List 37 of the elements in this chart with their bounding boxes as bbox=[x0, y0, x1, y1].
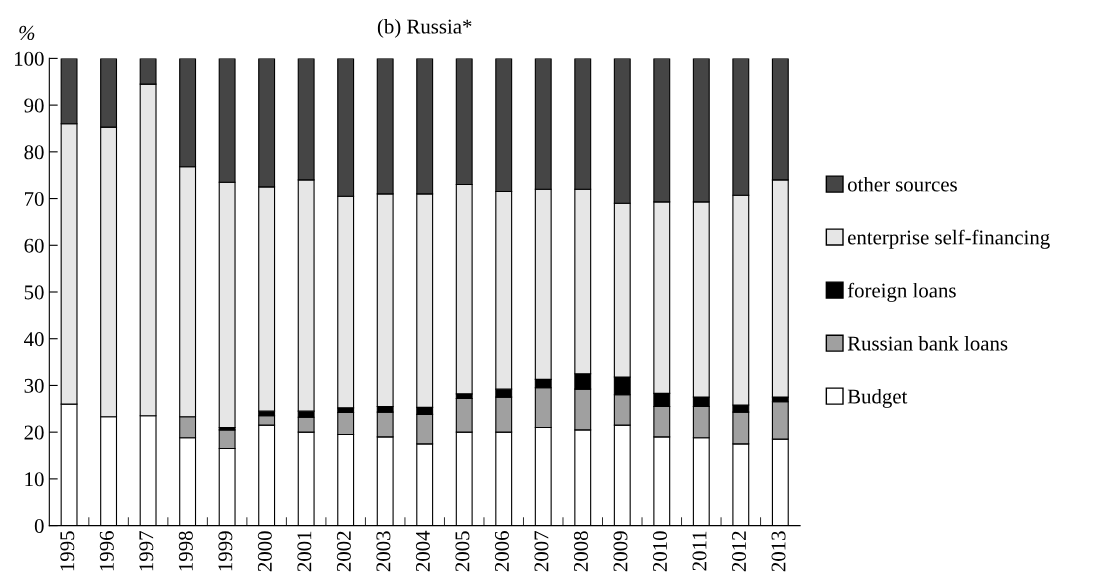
y-tick-label: 60 bbox=[24, 238, 44, 253]
chart-title: (b) Russia* bbox=[377, 18, 472, 38]
legend-label: foreign loans bbox=[847, 282, 956, 302]
x-tick-label: 2000 bbox=[257, 531, 272, 572]
x-tick-label: 2013 bbox=[771, 531, 786, 572]
x-tick-label: 2007 bbox=[534, 531, 549, 572]
x-tick-label: 2006 bbox=[494, 531, 509, 572]
legend-label: Budget bbox=[847, 388, 908, 408]
legend-label: enterprise self-financing bbox=[847, 229, 1050, 249]
y-tick-label: 0 bbox=[34, 518, 44, 534]
y-tick-label: 100 bbox=[15, 51, 44, 66]
x-tick-label: 2001 bbox=[297, 531, 312, 572]
x-tick-label: 2005 bbox=[455, 531, 470, 572]
x-tick-label: 1998 bbox=[178, 531, 193, 571]
x-tick-label: 2002 bbox=[336, 531, 351, 572]
y-tick-label: 50 bbox=[24, 285, 44, 300]
y-tick-label: 70 bbox=[25, 191, 44, 206]
x-tick-label: 2010 bbox=[652, 531, 667, 572]
x-tick-label: 1997 bbox=[139, 531, 154, 571]
x-tick-label: 2011 bbox=[692, 531, 707, 571]
y-tick-label: 30 bbox=[24, 378, 44, 393]
y-tick-label: 90 bbox=[24, 98, 44, 113]
y-tick-label: 10 bbox=[25, 472, 44, 487]
y-tick-label: 40 bbox=[24, 332, 44, 347]
y-tick-label: 20 bbox=[24, 425, 44, 440]
x-tick-label: 1996 bbox=[99, 531, 114, 571]
y-tick-label: 80 bbox=[24, 145, 44, 160]
x-tick-label: 2009 bbox=[613, 531, 628, 572]
y-axis-title: % bbox=[19, 25, 35, 40]
x-tick-label: 1999 bbox=[218, 531, 233, 571]
legend-label: other sources bbox=[847, 176, 957, 192]
x-tick-label: 2008 bbox=[573, 531, 588, 572]
x-tick-label: 2004 bbox=[415, 530, 430, 572]
x-tick-label: 2003 bbox=[376, 531, 391, 572]
x-tick-label: 2012 bbox=[731, 531, 747, 572]
legend-label: Russian bank loans bbox=[847, 335, 1008, 351]
x-tick-label: 1995 bbox=[60, 531, 75, 571]
